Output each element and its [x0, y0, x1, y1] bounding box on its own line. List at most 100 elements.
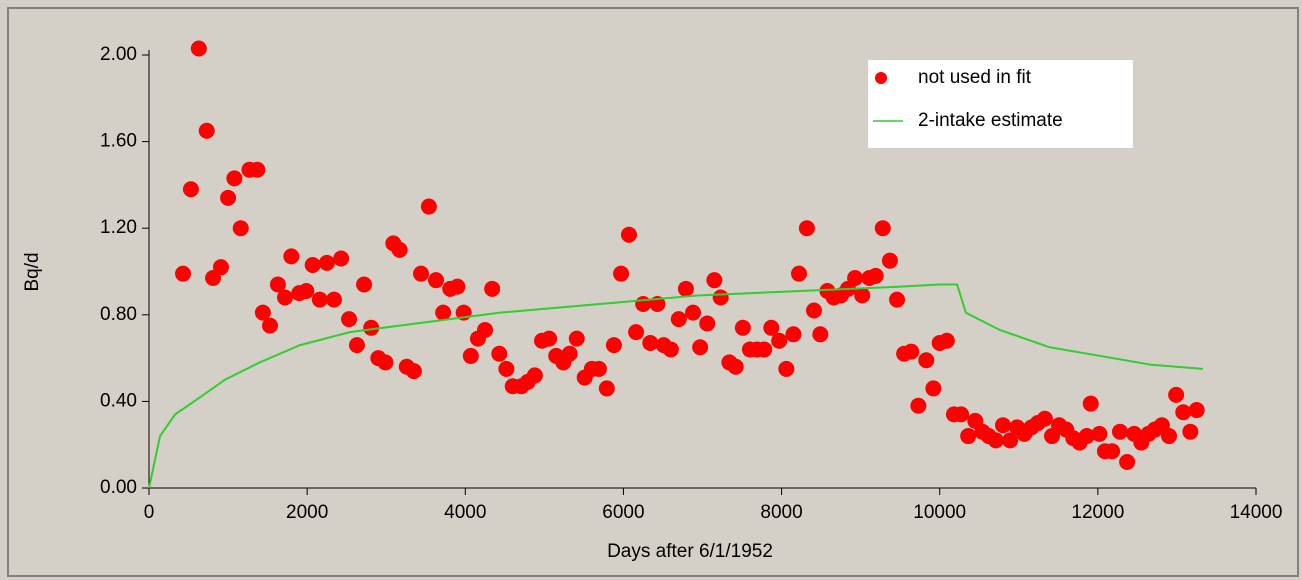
- data-point: [734, 319, 751, 336]
- data-point: [1182, 423, 1199, 440]
- x-tick-label: 10000: [913, 502, 966, 523]
- data-point: [889, 291, 906, 308]
- data-point: [987, 432, 1004, 449]
- data-point: [805, 302, 822, 319]
- data-point: [692, 339, 709, 356]
- data-point: [182, 181, 199, 198]
- data-point: [953, 406, 970, 423]
- data-point: [620, 226, 637, 243]
- data-point: [363, 319, 380, 336]
- data-point: [771, 332, 788, 349]
- x-tick-label: 6000: [602, 502, 644, 523]
- data-point: [462, 347, 479, 364]
- data-point: [318, 254, 335, 271]
- y-tick-label: 1.20: [100, 217, 137, 238]
- data-point: [391, 241, 408, 258]
- data-point: [918, 352, 935, 369]
- data-point: [867, 267, 884, 284]
- data-point: [756, 341, 773, 358]
- data-point: [712, 289, 729, 306]
- data-point: [1161, 428, 1178, 445]
- data-point: [477, 321, 494, 338]
- data-point: [1036, 410, 1053, 427]
- x-tick-label: 2000: [286, 502, 328, 523]
- data-point: [491, 345, 508, 362]
- x-tick-label: 12000: [1071, 502, 1124, 523]
- y-tick-label: 0.80: [100, 304, 137, 325]
- data-point: [790, 265, 807, 282]
- data-point: [903, 343, 920, 360]
- y-tick-label: 0.00: [100, 477, 137, 498]
- data-point: [763, 319, 780, 336]
- data-point: [283, 248, 300, 265]
- data-point: [677, 280, 694, 297]
- data-point: [854, 287, 871, 304]
- y-tick-label: 1.60: [100, 131, 137, 152]
- data-point: [449, 278, 466, 295]
- data-point: [311, 291, 328, 308]
- data-point: [435, 304, 452, 321]
- data-point: [249, 161, 266, 178]
- data-point: [498, 360, 515, 377]
- data-point: [377, 354, 394, 371]
- data-point: [304, 257, 321, 274]
- data-point: [526, 367, 543, 384]
- y-tick-label: 0.40: [100, 390, 137, 411]
- data-point: [232, 220, 249, 237]
- data-point: [685, 304, 702, 321]
- data-point: [541, 330, 558, 347]
- data-point: [812, 326, 829, 343]
- data-point: [198, 122, 215, 139]
- data-point: [1111, 423, 1128, 440]
- data-point: [925, 380, 942, 397]
- data-point: [590, 360, 607, 377]
- x-tick-label: 4000: [444, 502, 486, 523]
- y-tick-label: 2.00: [100, 44, 137, 65]
- data-point: [635, 295, 652, 312]
- data-point: [670, 311, 687, 328]
- data-point: [881, 252, 898, 269]
- data-point: [333, 250, 350, 267]
- data-point: [220, 189, 237, 206]
- data-point: [598, 380, 615, 397]
- data-point: [277, 289, 294, 306]
- data-point: [341, 311, 358, 328]
- x-axis-label: Days after 6/1/1952: [607, 541, 773, 562]
- data-point: [326, 291, 343, 308]
- y-axis-label: Bq/d: [22, 252, 43, 291]
- data-point: [212, 259, 229, 276]
- legend-box: [868, 60, 1133, 148]
- x-tick-label: 8000: [760, 502, 802, 523]
- data-point: [778, 360, 795, 377]
- data-point: [1168, 386, 1185, 403]
- data-point: [298, 282, 315, 299]
- x-tick-label: 0: [144, 502, 155, 523]
- legend-label: 2-intake estimate: [918, 110, 1063, 131]
- data-point: [356, 276, 373, 293]
- data-point: [1078, 428, 1095, 445]
- data-point: [1002, 432, 1019, 449]
- data-point: [175, 265, 192, 282]
- data-point: [428, 272, 445, 289]
- data-point: [190, 40, 207, 57]
- data-point: [405, 363, 422, 380]
- data-point: [798, 220, 815, 237]
- data-point: [727, 358, 744, 375]
- data-point: [960, 428, 977, 445]
- data-point: [994, 417, 1011, 434]
- data-point: [1104, 443, 1121, 460]
- data-point: [254, 304, 271, 321]
- data-point: [420, 198, 437, 215]
- data-point: [1082, 395, 1099, 412]
- data-point: [785, 326, 802, 343]
- data-point: [699, 315, 716, 332]
- data-point: [613, 265, 630, 282]
- data-point: [413, 265, 430, 282]
- frame: [7, 7, 1299, 577]
- data-point: [706, 272, 723, 289]
- data-point: [1091, 425, 1108, 442]
- data-point: [642, 334, 659, 351]
- data-point: [561, 345, 578, 362]
- data-point: [938, 332, 955, 349]
